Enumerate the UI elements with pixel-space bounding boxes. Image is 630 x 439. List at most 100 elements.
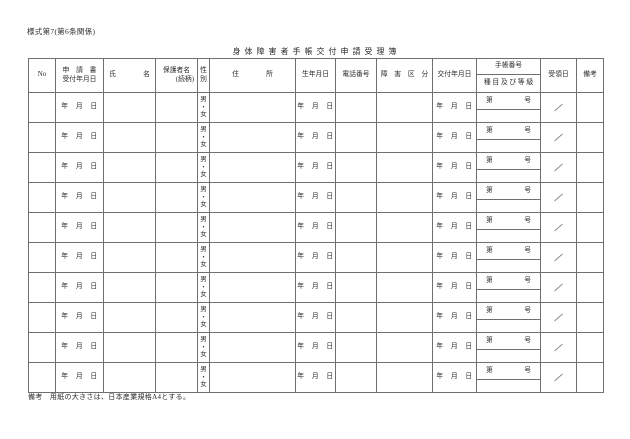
booklet-number-suffix: 号	[524, 126, 531, 134]
guardian-name-label: 保護者名	[162, 67, 191, 75]
booklet-number-prefix: 第	[486, 276, 493, 284]
table-row: 年 月 日 男 ・ 女 年 月 日 年 月 日 第 号	[28, 92, 604, 123]
cell-name	[103, 242, 156, 273]
table-row: 年 月 日 男 ・ 女 年 月 日 年 月 日 第 号	[28, 332, 604, 363]
booklet-number-suffix: 号	[524, 276, 531, 284]
cell-name	[103, 212, 156, 243]
cell-application-date: 年 月 日	[55, 362, 104, 393]
booklet-number-prefix: 第	[486, 156, 493, 164]
cell-disability	[376, 272, 433, 303]
cell-guardian	[155, 302, 198, 333]
col-header-address: 住 所	[209, 58, 296, 93]
booklet-number-suffix: 号	[524, 366, 531, 374]
cell-phone	[335, 332, 377, 363]
cell-phone	[335, 242, 377, 273]
cell-receipt-date	[540, 332, 577, 363]
cell-guardian	[155, 362, 198, 393]
cell-application-date: 年 月 日	[55, 212, 104, 243]
cell-sex: 男 ・ 女	[197, 152, 210, 183]
cell-name	[103, 302, 156, 333]
booklet-number-prefix: 第	[486, 96, 493, 104]
booklet-number-suffix: 号	[524, 156, 531, 164]
booklet-number-prefix: 第	[486, 126, 493, 134]
table-row: 年 月 日 男 ・ 女 年 月 日 年 月 日 第 号	[28, 242, 604, 273]
cell-birth-date: 年 月 日	[295, 332, 336, 363]
cell-phone	[335, 362, 377, 393]
cell-booklet-number: 第 号	[476, 152, 541, 170]
slash-icon	[554, 223, 563, 232]
cell-application-date: 年 月 日	[55, 182, 104, 213]
cell-application-date: 年 月 日	[55, 302, 104, 333]
cell-address	[209, 272, 296, 303]
cell-address	[209, 332, 296, 363]
cell-booklet-grade	[476, 349, 541, 363]
cell-remarks	[576, 302, 604, 333]
cell-issue-date: 年 月 日	[432, 302, 477, 333]
cell-receipt-date	[540, 212, 577, 243]
cell-remarks	[576, 362, 604, 393]
cell-no	[28, 212, 56, 243]
cell-issue-date: 年 月 日	[432, 362, 477, 393]
table-row: 年 月 日 男 ・ 女 年 月 日 年 月 日 第 号	[28, 182, 604, 213]
cell-no	[28, 242, 56, 273]
cell-name	[103, 272, 156, 303]
cell-receipt-date	[540, 272, 577, 303]
slash-icon	[554, 253, 563, 262]
title-row: 身 体 障 害 者 手 帳 交 付 申 請 受 理 簿	[0, 41, 630, 59]
cell-booklet-grade	[476, 379, 541, 393]
cell-no	[28, 332, 56, 363]
cell-guardian	[155, 212, 198, 243]
booklet-number-prefix: 第	[486, 246, 493, 254]
cell-application-date: 年 月 日	[55, 272, 104, 303]
cell-remarks	[576, 272, 604, 303]
col-header-no: No	[28, 58, 56, 93]
cell-remarks	[576, 212, 604, 243]
cell-guardian	[155, 272, 198, 303]
col-header-receipt-date: 受領日	[540, 58, 577, 93]
cell-booklet-grade	[476, 109, 541, 123]
cell-receipt-date	[540, 242, 577, 273]
cell-disability	[376, 92, 433, 123]
guardian-relation-label: (続柄)	[175, 75, 194, 83]
cell-phone	[335, 272, 377, 303]
cell-birth-date: 年 月 日	[295, 212, 336, 243]
cell-no	[28, 92, 56, 123]
cell-disability	[376, 242, 433, 273]
cell-guardian	[155, 242, 198, 273]
cell-sex: 男 ・ 女	[197, 242, 210, 273]
cell-birth-date: 年 月 日	[295, 302, 336, 333]
cell-booklet-number: 第 号	[476, 332, 541, 350]
cell-phone	[335, 302, 377, 333]
col-header-issue-date: 交付年月日	[432, 58, 477, 93]
cell-application-date: 年 月 日	[55, 242, 104, 273]
slash-icon	[554, 313, 563, 322]
booklet-number-suffix: 号	[524, 96, 531, 104]
cell-phone	[335, 182, 377, 213]
cell-booklet-number: 第 号	[476, 302, 541, 320]
cell-remarks	[576, 332, 604, 363]
cell-booklet-number: 第 号	[476, 122, 541, 140]
cell-receipt-date	[540, 122, 577, 153]
cell-address	[209, 212, 296, 243]
table-row: 年 月 日 男 ・ 女 年 月 日 年 月 日 第 号	[28, 212, 604, 243]
cell-no	[28, 302, 56, 333]
table-body: 年 月 日 男 ・ 女 年 月 日 年 月 日 第 号 年 月 日 男 ・ 女	[28, 92, 604, 393]
cell-booklet-grade	[476, 319, 541, 333]
cell-sex: 男 ・ 女	[197, 122, 210, 153]
cell-booklet-number: 第 号	[476, 212, 541, 230]
registry-table: No 申 請 書 受付年月日 氏 名 保護者名 (続柄) 性 別 住 所 生年月…	[28, 58, 604, 393]
cell-no	[28, 182, 56, 213]
cell-phone	[335, 152, 377, 183]
cell-issue-date: 年 月 日	[432, 152, 477, 183]
booklet-number-prefix: 第	[486, 366, 493, 374]
table-row: 年 月 日 男 ・ 女 年 月 日 年 月 日 第 号	[28, 152, 604, 183]
cell-application-date: 年 月 日	[55, 92, 104, 123]
cell-booklet-grade	[476, 259, 541, 273]
cell-sex: 男 ・ 女	[197, 302, 210, 333]
col-header-guardian: 保護者名 (続柄)	[155, 58, 198, 93]
cell-disability	[376, 332, 433, 363]
cell-booklet-number: 第 号	[476, 182, 541, 200]
slash-icon	[554, 133, 563, 142]
slash-icon	[554, 103, 563, 112]
cell-no	[28, 272, 56, 303]
